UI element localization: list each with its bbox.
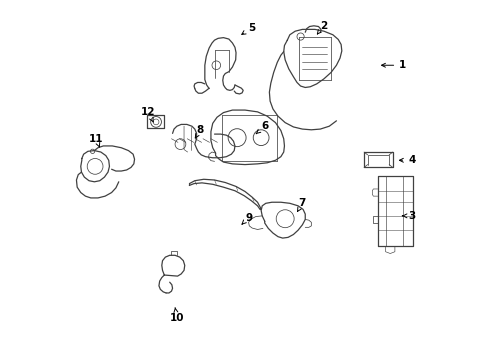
- Text: 6: 6: [256, 121, 269, 134]
- Text: 1: 1: [382, 60, 406, 70]
- Text: 7: 7: [297, 198, 306, 211]
- Text: 2: 2: [318, 21, 327, 34]
- Text: 4: 4: [399, 155, 416, 165]
- Text: 12: 12: [141, 107, 155, 122]
- Text: 8: 8: [196, 125, 204, 138]
- Text: 10: 10: [170, 307, 184, 323]
- Text: 5: 5: [242, 23, 256, 35]
- Text: 11: 11: [89, 134, 103, 147]
- Text: 9: 9: [242, 213, 252, 224]
- Text: 3: 3: [402, 211, 416, 221]
